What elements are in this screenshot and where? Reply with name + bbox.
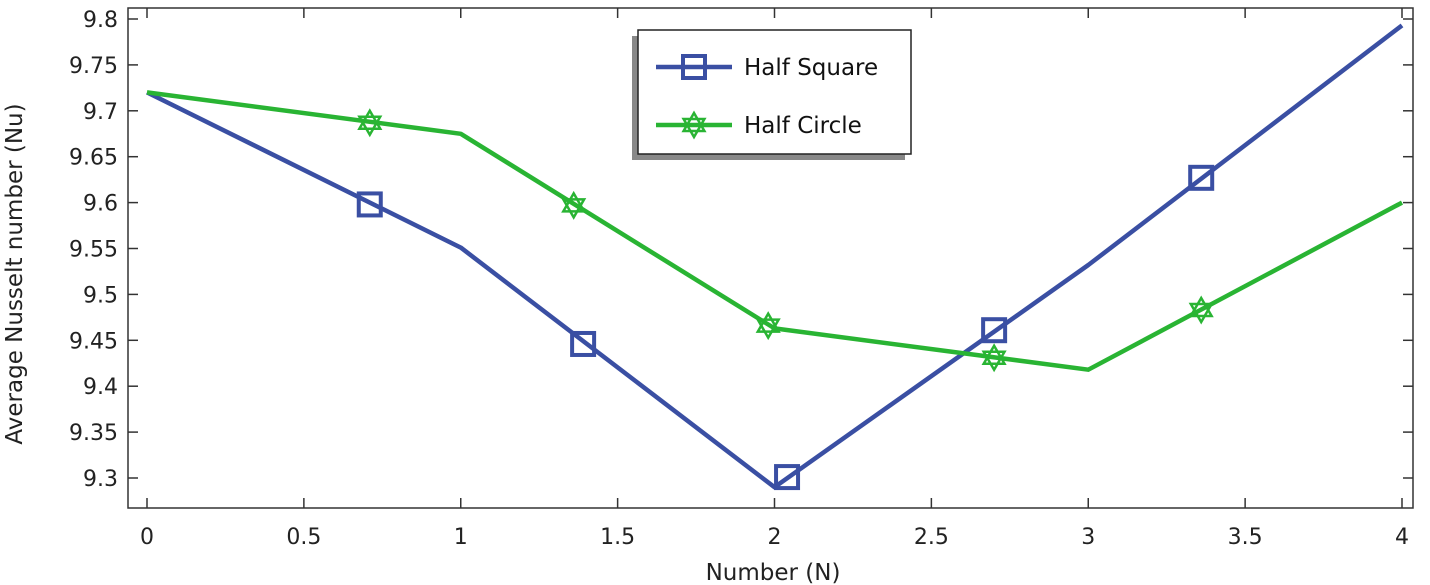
- square-marker: [681, 54, 707, 80]
- plot-border: [127, 7, 1414, 509]
- y-tick-label: 9.5: [83, 283, 118, 308]
- y-tick-label: 9.6: [83, 192, 118, 217]
- x-tick-label: 0: [140, 525, 154, 550]
- x-tick-label: 1.5: [600, 525, 635, 550]
- x-tick-label: 4: [1395, 525, 1409, 550]
- y-axis-title: Average Nusselt number (Nu): [2, 103, 28, 444]
- legend-label: Half Square: [744, 55, 878, 81]
- legend-box: [637, 29, 912, 155]
- star-marker: [681, 110, 707, 140]
- plot-frame: [127, 7, 1414, 509]
- series-layer: [146, 23, 1404, 491]
- series-half-circle: [146, 90, 1404, 373]
- y-tick-label: 9.45: [69, 329, 118, 354]
- y-tick-label: 9.7: [83, 100, 118, 125]
- legend-label: Half Circle: [744, 113, 862, 139]
- y-tick-label: 9.8: [83, 8, 118, 33]
- star-marker: [981, 343, 1007, 373]
- y-tick-label: 9.3: [83, 467, 118, 492]
- y-tick-label: 9.4: [83, 375, 118, 400]
- square-marker: [981, 317, 1008, 344]
- y-tick-label: 9.75: [69, 54, 118, 79]
- x-tick-label: 1: [454, 525, 468, 550]
- y-tick-label: 9.65: [69, 146, 118, 171]
- y-tick-label: 9.35: [69, 421, 118, 446]
- legend-item: Half Circle: [656, 110, 862, 140]
- legend-item: Half Square: [656, 54, 878, 81]
- square-marker: [356, 191, 383, 218]
- square-marker: [1188, 164, 1215, 191]
- square-marker: [570, 330, 597, 357]
- square-marker: [774, 464, 801, 491]
- x-axis-title: Number (N): [706, 560, 841, 585]
- star-marker: [755, 311, 781, 341]
- star-marker: [357, 108, 383, 138]
- x-tick-label: 2: [768, 525, 782, 550]
- x-tick-label: 2.5: [914, 525, 949, 550]
- x-axis: 0 0.5 1 1.5 2 2.5 3 3.5 4: [140, 8, 1409, 550]
- series-half-square: [146, 23, 1404, 491]
- star-marker: [1188, 295, 1214, 325]
- x-tick-label: 3: [1081, 525, 1095, 550]
- x-tick-label: 3.5: [1228, 525, 1263, 550]
- x-tick-label: 0.5: [286, 525, 321, 550]
- y-axis: 9.3 9.35 9.4 9.45 9.5 9.55 9.6 9.65 9.7 9.75 9.8: [69, 8, 1413, 492]
- star-marker: [561, 190, 587, 220]
- y-tick-label: 9.55: [69, 238, 118, 263]
- legend: Half Square Half Circle: [632, 29, 912, 160]
